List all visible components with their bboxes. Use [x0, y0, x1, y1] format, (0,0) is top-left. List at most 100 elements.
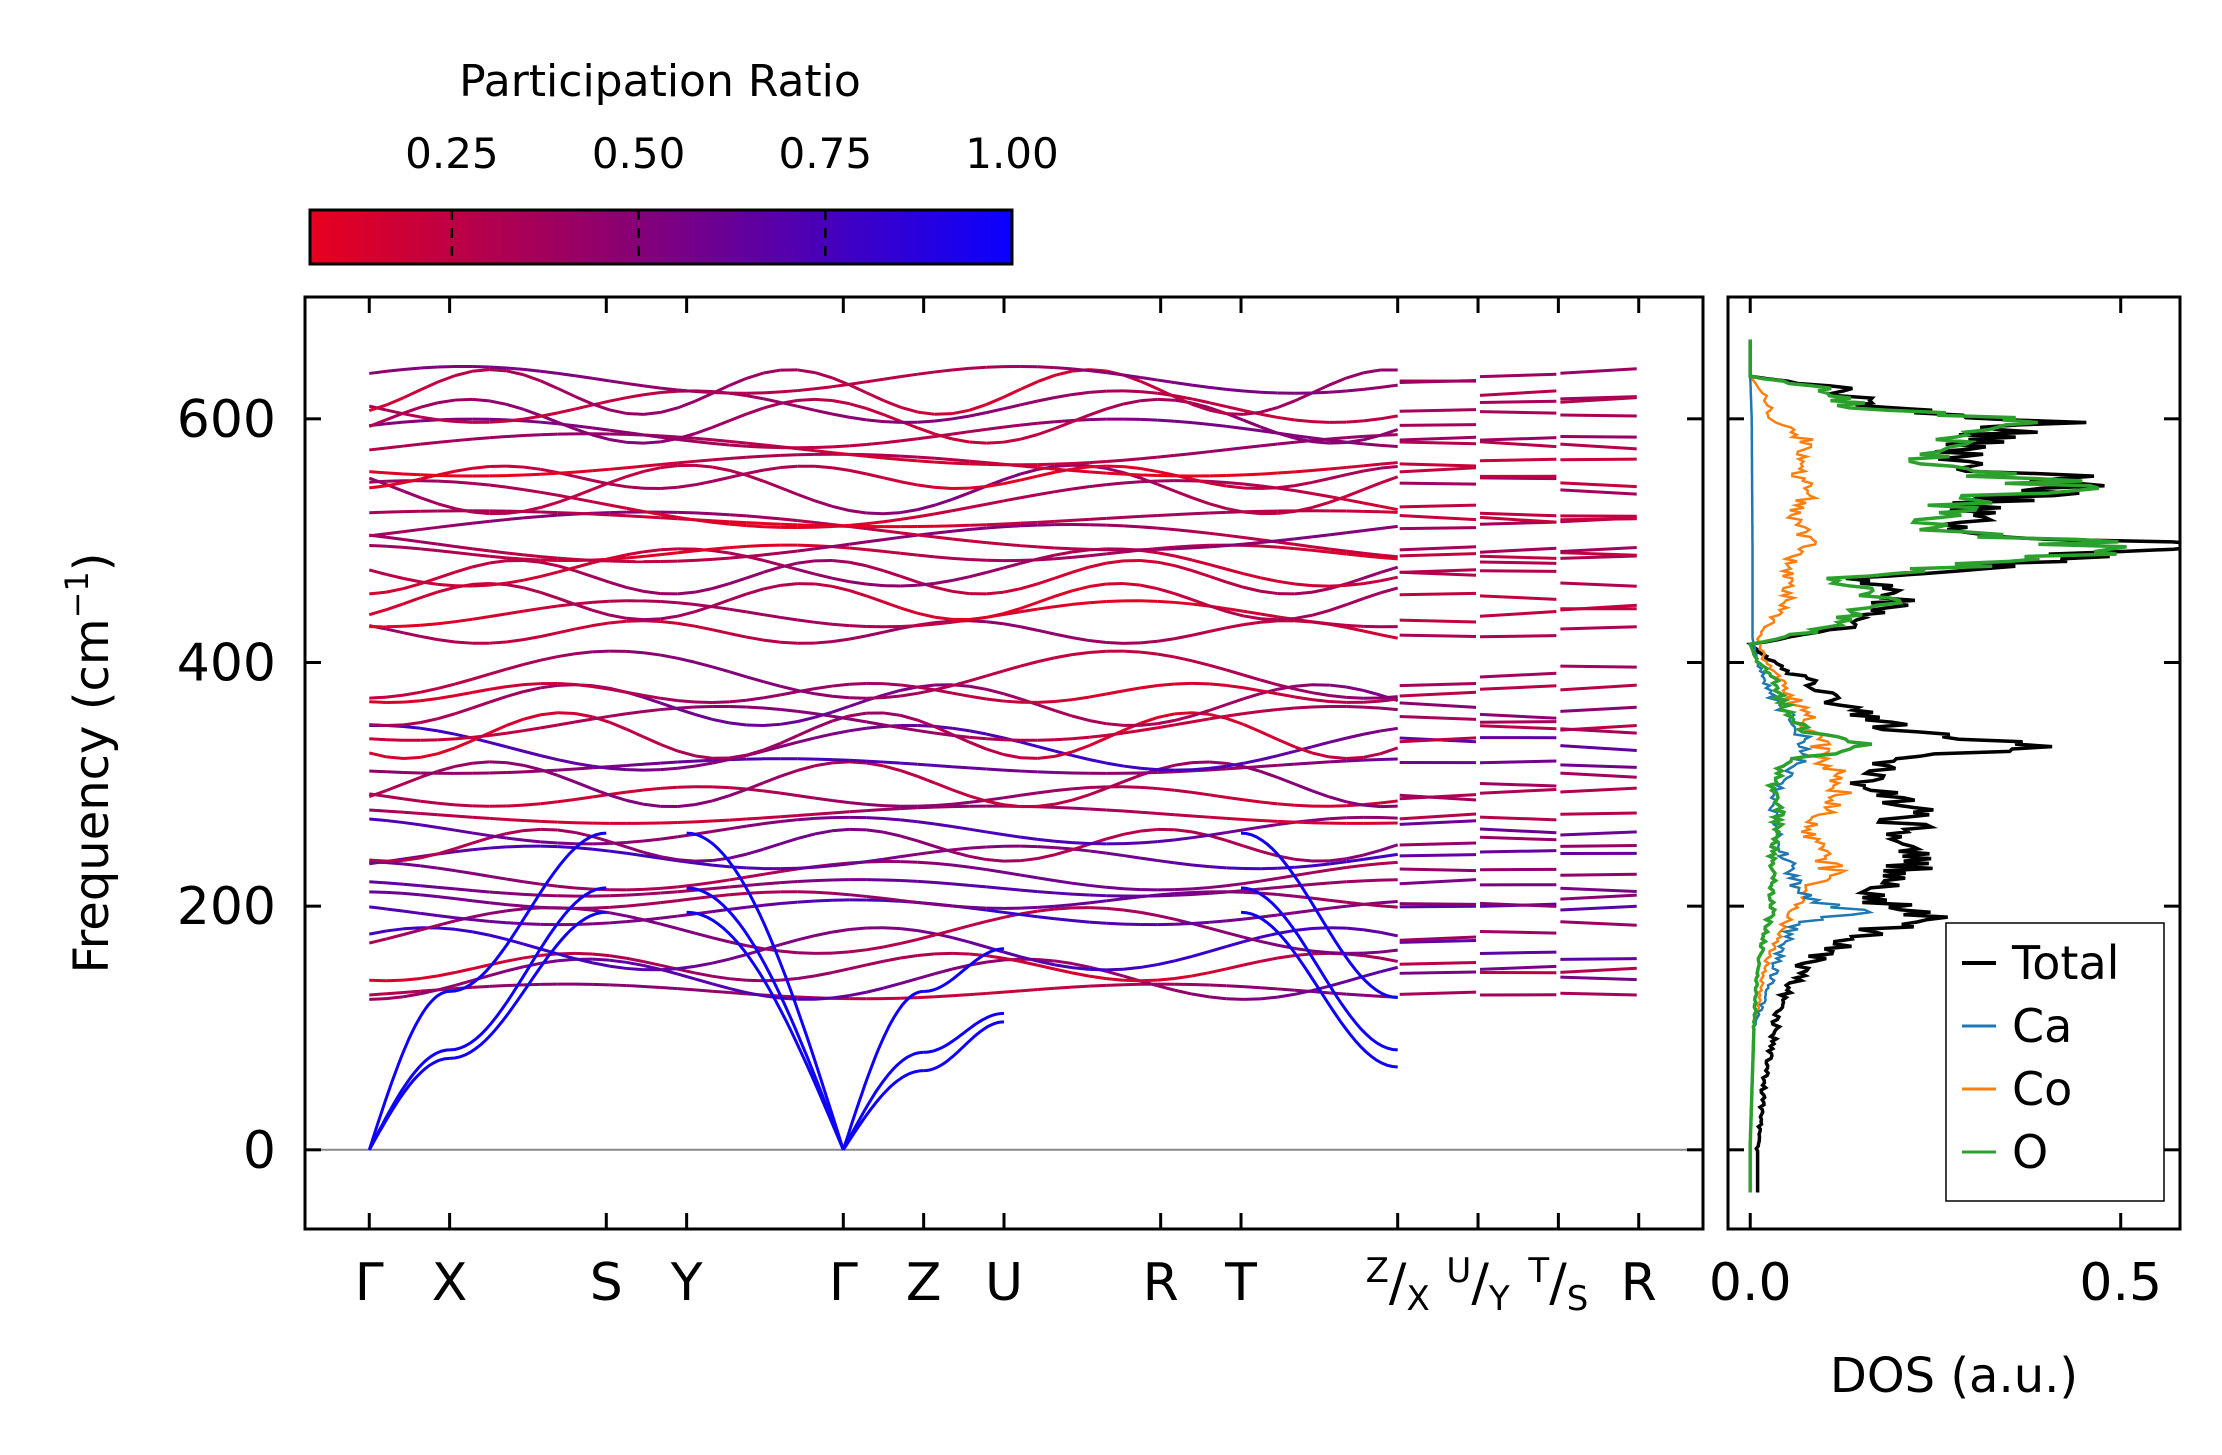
band-segment [506, 509, 524, 515]
band-segment [849, 760, 867, 765]
band-segment [934, 432, 953, 441]
band-segment [1399, 545, 1477, 552]
band-segment [831, 399, 850, 406]
band-segment [1174, 836, 1193, 842]
band-segment [917, 622, 936, 628]
band-segment [1277, 749, 1296, 758]
acoustic-branch [449, 886, 607, 1052]
band-segment [1346, 387, 1364, 393]
band-segment [1479, 684, 1557, 691]
band-segment [917, 512, 936, 519]
band-segment [1380, 428, 1399, 437]
band-segment [711, 549, 730, 555]
band-segment [986, 858, 1004, 863]
band-segment [849, 546, 867, 552]
band-segment [1311, 420, 1330, 424]
band-segment [506, 956, 524, 963]
band-segment [403, 690, 421, 697]
band-segment [711, 476, 730, 483]
band-segment [900, 691, 918, 698]
band-segment [1208, 764, 1227, 770]
band-segment [729, 705, 747, 709]
band-segment [472, 815, 490, 820]
band-segment [969, 462, 987, 466]
band-segment [1071, 601, 1090, 606]
band-segment [1054, 848, 1073, 857]
band-segment [1560, 413, 1637, 418]
band-segment [1243, 825, 1261, 832]
band-segment [1140, 390, 1158, 395]
band-segment [574, 650, 593, 656]
band-segment [591, 621, 610, 628]
band-segment [1260, 544, 1278, 549]
band-segment [1174, 489, 1193, 500]
band-segment [454, 979, 473, 987]
band-segment [420, 726, 439, 733]
band-segment [968, 827, 987, 834]
band-segment [488, 933, 507, 941]
band-segment [523, 586, 542, 594]
band-segment [591, 575, 610, 584]
band-segment [471, 930, 490, 937]
band-segment [1242, 722, 1262, 734]
band-segment [711, 556, 730, 561]
band-segment [574, 795, 593, 801]
band-segment [471, 615, 490, 621]
band-segment [831, 542, 850, 549]
band-segment [951, 691, 970, 698]
band-segment [1106, 885, 1124, 891]
band-segment [489, 368, 507, 373]
band-segment [660, 885, 678, 890]
band-segment [934, 781, 953, 792]
band-segment [677, 707, 696, 716]
band-segment [1003, 437, 1021, 444]
band-segment [592, 921, 610, 926]
band-segment [1191, 558, 1210, 566]
band-segment [1071, 962, 1090, 969]
band-segment [1226, 917, 1244, 923]
band-segment [523, 574, 541, 582]
band-segment [1123, 465, 1141, 471]
band-segment [386, 723, 404, 728]
band-segment [814, 371, 833, 380]
band-segment [1479, 546, 1557, 554]
band-segment [420, 580, 439, 586]
band-segment [934, 822, 953, 828]
band-segment [1329, 440, 1347, 445]
band-segment [1191, 496, 1210, 506]
band-segment [1260, 425, 1279, 435]
band-segment [1399, 618, 1477, 624]
band-segment [1071, 841, 1090, 846]
band-segment [523, 713, 542, 721]
band-segment [797, 764, 816, 772]
band-segment [1560, 843, 1637, 848]
band-segment [420, 697, 439, 703]
band-segment [1277, 540, 1296, 546]
band-segment [1560, 830, 1637, 837]
band-segment [849, 453, 867, 458]
band-segment [832, 758, 850, 762]
band-segment [729, 891, 747, 897]
band-segment [420, 988, 439, 996]
band-segment [1191, 814, 1210, 819]
band-segment [694, 458, 713, 463]
band-segment [609, 712, 627, 718]
band-segment [711, 438, 730, 443]
band-segment [1174, 633, 1193, 641]
band-segment [403, 891, 421, 897]
band-segment [1071, 465, 1090, 471]
band-segment [1191, 511, 1210, 516]
band-segment [900, 898, 918, 904]
band-segment [489, 554, 507, 560]
band-segment [1560, 771, 1637, 779]
band-segment [969, 440, 987, 445]
band-segment [1106, 977, 1124, 982]
band-segment [900, 683, 918, 689]
band-segment [1020, 835, 1038, 841]
band-segment [951, 863, 970, 869]
band-segment [1346, 695, 1364, 700]
band-segment [574, 569, 593, 578]
band-segment [454, 480, 473, 485]
band-segment [591, 835, 610, 843]
band-segment [1225, 839, 1244, 848]
